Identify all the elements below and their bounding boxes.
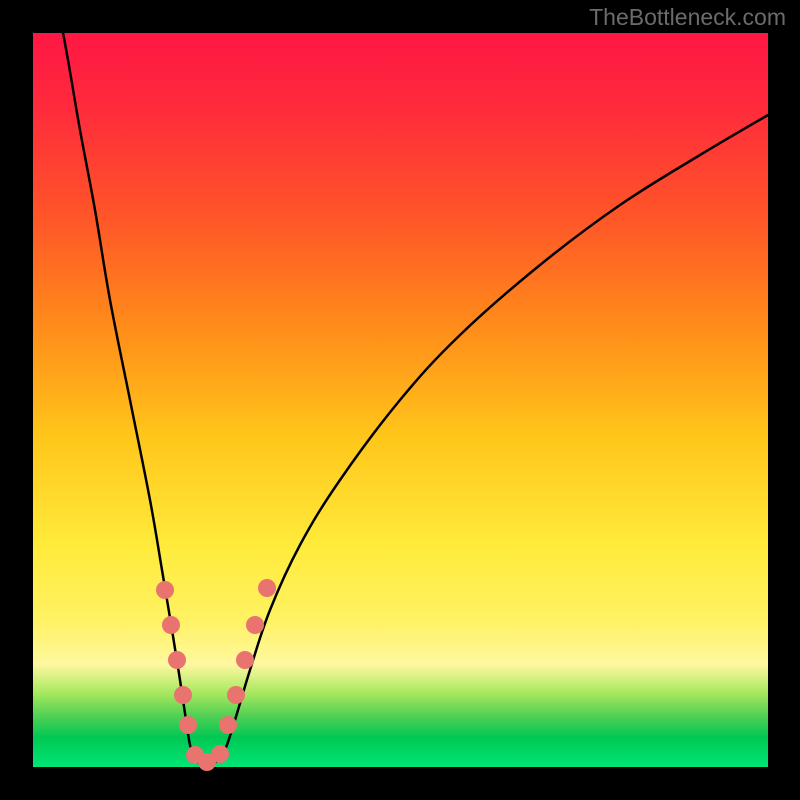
bottleneck-curve-chart	[0, 0, 800, 800]
chart-container: TheBottleneck.com	[0, 0, 800, 800]
watermark-text: TheBottleneck.com	[589, 4, 786, 31]
